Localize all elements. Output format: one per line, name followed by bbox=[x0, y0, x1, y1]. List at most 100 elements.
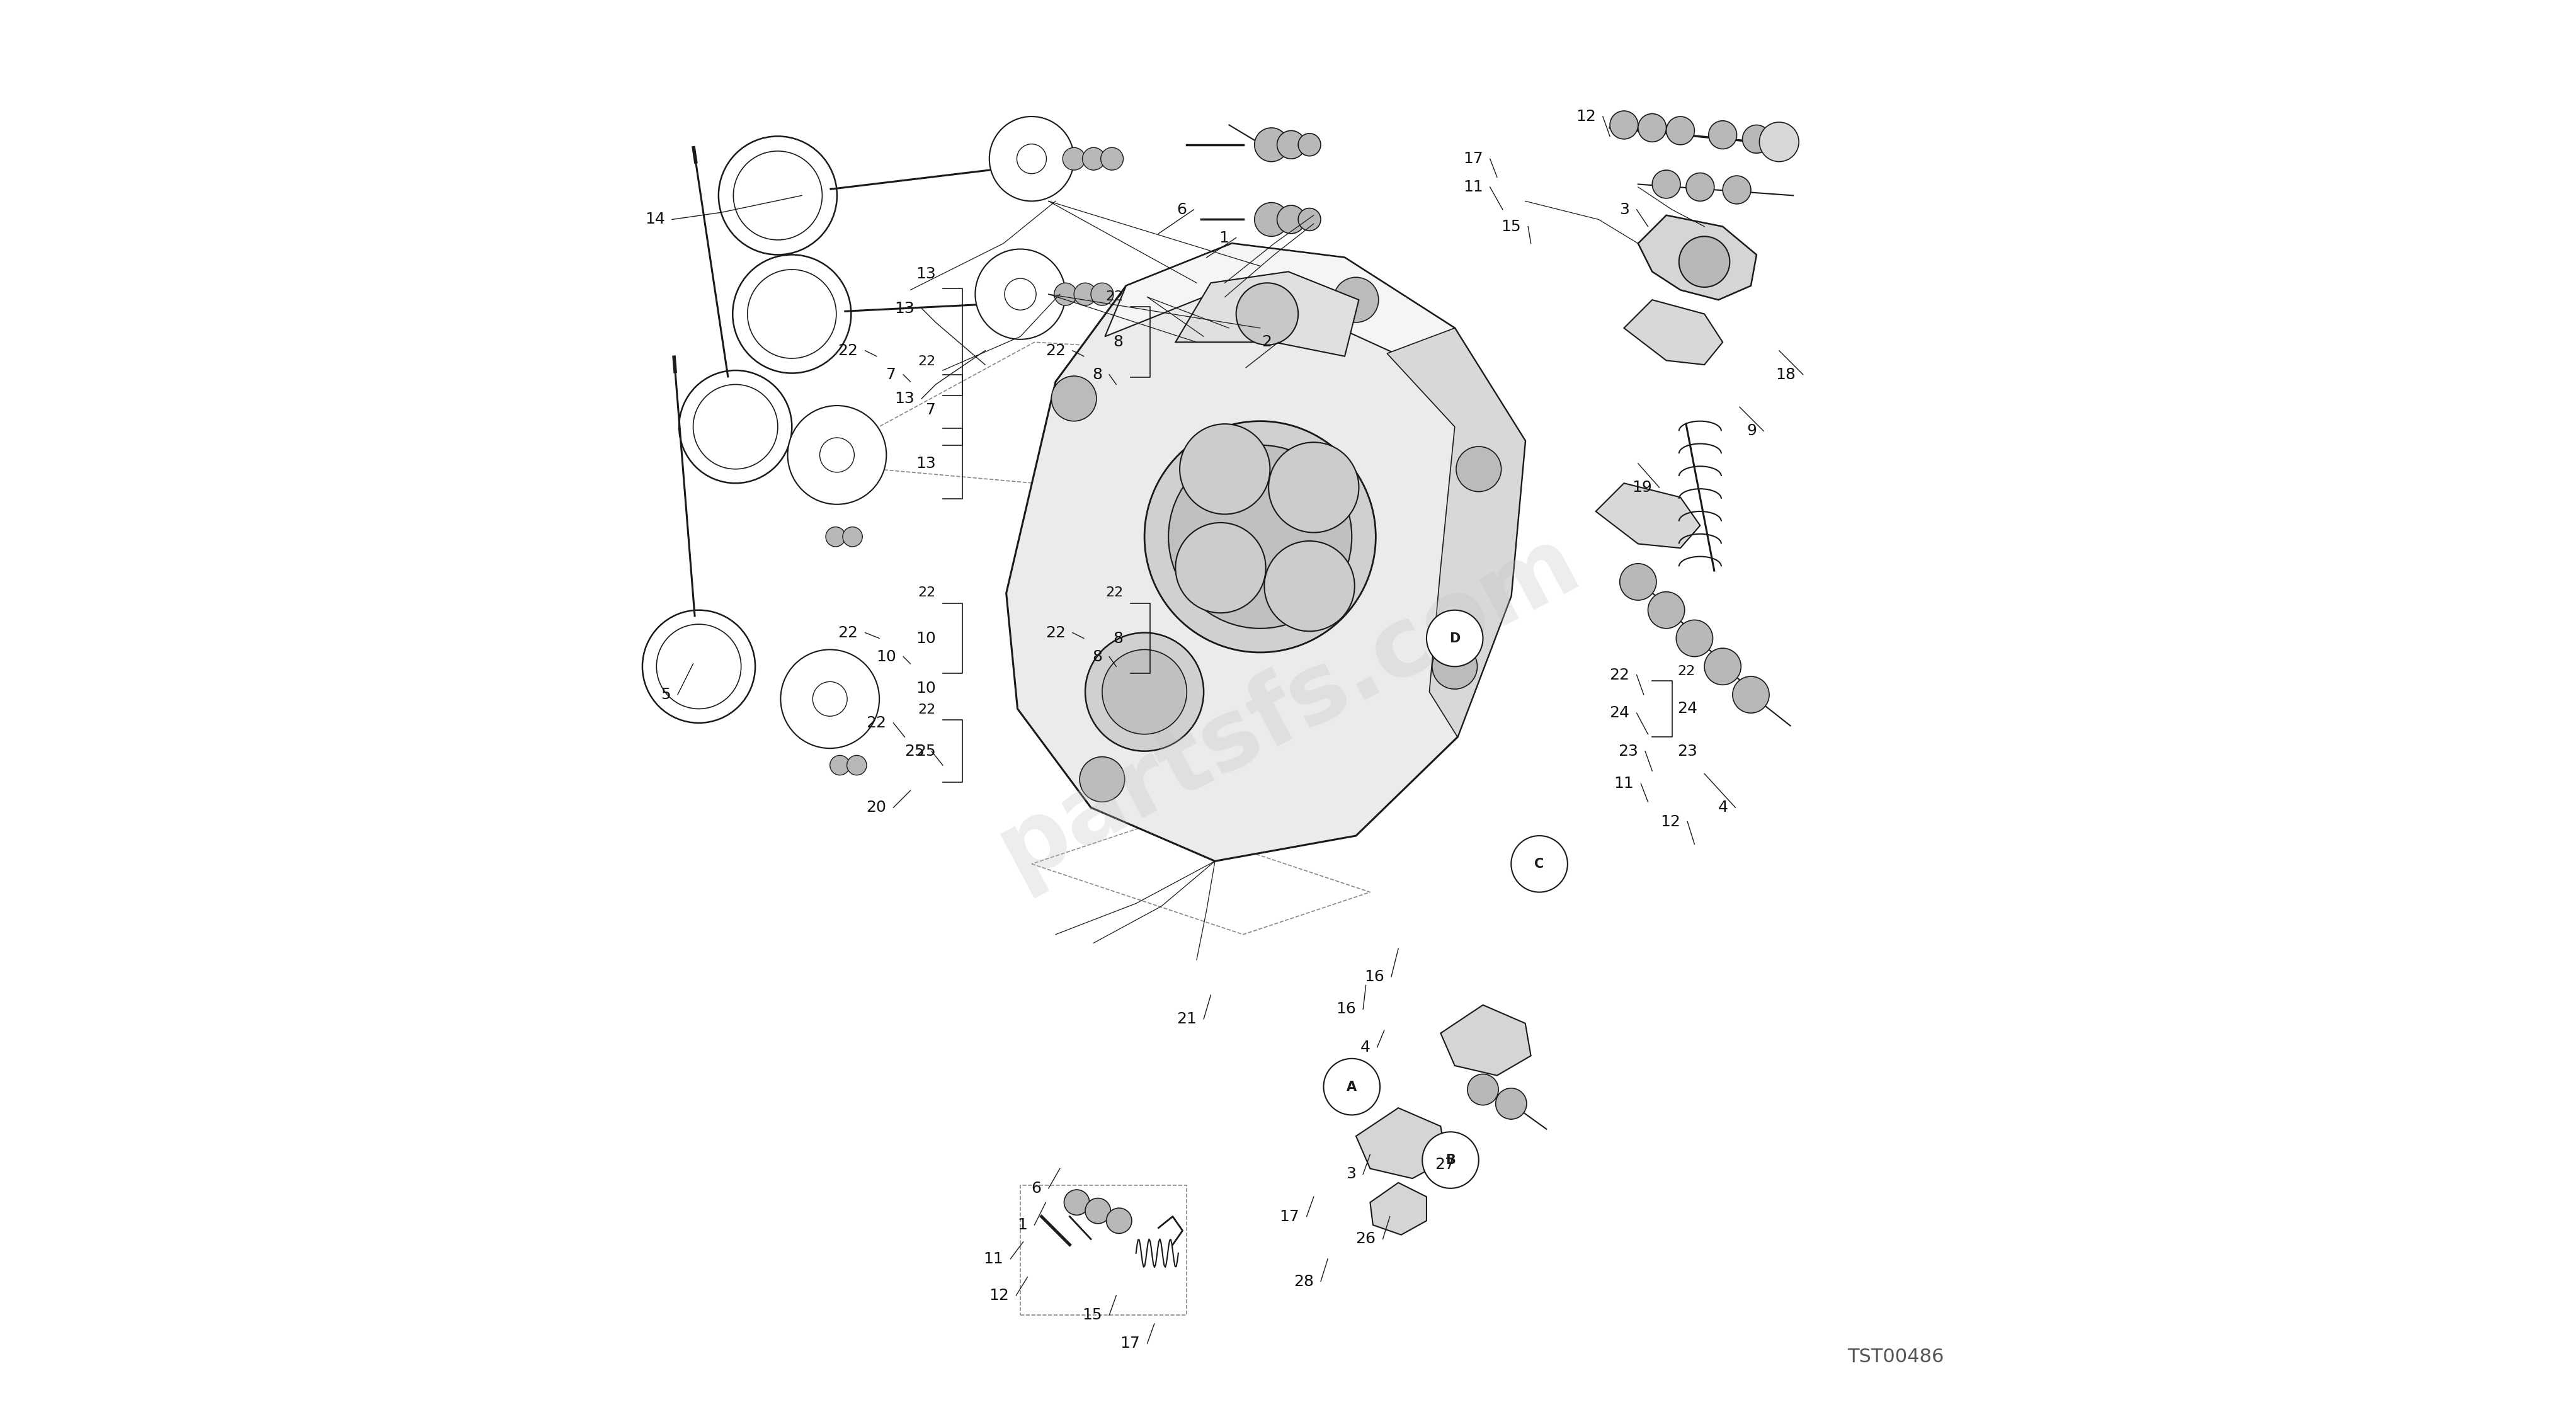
Text: 22: 22 bbox=[1046, 343, 1066, 359]
Circle shape bbox=[781, 650, 878, 748]
Circle shape bbox=[1468, 1075, 1499, 1106]
Circle shape bbox=[1180, 424, 1270, 514]
Text: TST00486: TST00486 bbox=[1847, 1347, 1945, 1365]
Text: 17: 17 bbox=[1280, 1209, 1298, 1224]
Text: 17: 17 bbox=[1463, 151, 1484, 167]
Text: 13: 13 bbox=[894, 301, 914, 316]
Circle shape bbox=[1723, 175, 1752, 203]
Text: 12: 12 bbox=[1577, 109, 1595, 124]
Text: 22: 22 bbox=[1046, 626, 1066, 640]
Circle shape bbox=[1703, 648, 1741, 685]
Text: 22: 22 bbox=[1610, 668, 1628, 682]
Circle shape bbox=[1100, 147, 1123, 169]
Text: 15: 15 bbox=[1502, 219, 1520, 234]
Text: 11: 11 bbox=[1613, 777, 1633, 791]
Circle shape bbox=[824, 527, 845, 546]
Circle shape bbox=[1054, 282, 1077, 305]
Circle shape bbox=[1064, 1190, 1090, 1216]
Text: 11: 11 bbox=[1463, 179, 1484, 195]
Circle shape bbox=[1236, 282, 1298, 345]
Circle shape bbox=[848, 755, 866, 775]
Circle shape bbox=[1759, 123, 1798, 161]
Circle shape bbox=[1741, 126, 1770, 152]
Polygon shape bbox=[1105, 243, 1455, 356]
Circle shape bbox=[1175, 522, 1265, 613]
Polygon shape bbox=[1386, 328, 1525, 737]
Circle shape bbox=[1278, 131, 1306, 158]
Text: 18: 18 bbox=[1775, 367, 1795, 383]
Circle shape bbox=[1324, 1059, 1381, 1115]
Text: 13: 13 bbox=[894, 391, 914, 407]
Polygon shape bbox=[1355, 1108, 1445, 1179]
Text: 16: 16 bbox=[1363, 969, 1383, 984]
Text: 16: 16 bbox=[1334, 1001, 1355, 1017]
Text: 8: 8 bbox=[1113, 631, 1123, 645]
Text: 20: 20 bbox=[866, 801, 886, 815]
Text: partsfs.com: partsfs.com bbox=[981, 514, 1595, 898]
Circle shape bbox=[1298, 208, 1321, 230]
Text: 24: 24 bbox=[1610, 706, 1628, 720]
Text: 10: 10 bbox=[914, 681, 935, 696]
Text: 23: 23 bbox=[1677, 744, 1698, 760]
Circle shape bbox=[680, 370, 791, 483]
Circle shape bbox=[788, 405, 886, 504]
Text: 7: 7 bbox=[925, 402, 935, 418]
Text: D: D bbox=[1448, 633, 1461, 645]
Circle shape bbox=[1298, 134, 1321, 155]
Text: 22: 22 bbox=[917, 586, 935, 599]
Circle shape bbox=[1084, 1199, 1110, 1224]
Text: 15: 15 bbox=[1082, 1308, 1103, 1323]
Text: 8: 8 bbox=[1092, 367, 1103, 383]
Text: 25: 25 bbox=[914, 744, 935, 758]
Text: 28: 28 bbox=[1293, 1274, 1314, 1289]
Text: 11: 11 bbox=[984, 1251, 1002, 1267]
Circle shape bbox=[1638, 114, 1667, 141]
Circle shape bbox=[1677, 620, 1713, 657]
Circle shape bbox=[1005, 278, 1036, 311]
Circle shape bbox=[1105, 1209, 1131, 1234]
Text: 12: 12 bbox=[989, 1288, 1010, 1303]
Text: 22: 22 bbox=[1677, 665, 1695, 678]
Circle shape bbox=[1455, 446, 1502, 491]
Circle shape bbox=[1265, 541, 1355, 631]
Text: 9: 9 bbox=[1747, 424, 1757, 439]
Text: 24: 24 bbox=[1677, 702, 1698, 716]
Text: 27: 27 bbox=[1435, 1156, 1455, 1172]
Text: C: C bbox=[1535, 857, 1543, 870]
Circle shape bbox=[1051, 376, 1097, 421]
Text: 22: 22 bbox=[1105, 586, 1123, 599]
Circle shape bbox=[1018, 144, 1046, 174]
Circle shape bbox=[1334, 277, 1378, 322]
Circle shape bbox=[989, 117, 1074, 201]
Text: 8: 8 bbox=[1113, 335, 1123, 350]
Circle shape bbox=[641, 610, 755, 723]
Circle shape bbox=[719, 137, 837, 254]
Circle shape bbox=[1255, 128, 1288, 161]
Text: 4: 4 bbox=[1360, 1039, 1370, 1055]
Circle shape bbox=[1267, 442, 1358, 532]
Text: 21: 21 bbox=[1177, 1011, 1195, 1027]
Text: 6: 6 bbox=[1177, 202, 1188, 217]
Polygon shape bbox=[1595, 483, 1700, 548]
Circle shape bbox=[1708, 121, 1736, 148]
Circle shape bbox=[819, 438, 855, 472]
Text: 3: 3 bbox=[1345, 1166, 1355, 1182]
Text: 6: 6 bbox=[1030, 1180, 1041, 1196]
Circle shape bbox=[1651, 169, 1680, 198]
Polygon shape bbox=[1175, 271, 1358, 356]
Text: 12: 12 bbox=[1659, 815, 1680, 829]
Text: 2: 2 bbox=[1262, 335, 1270, 350]
Text: 22: 22 bbox=[837, 626, 858, 640]
Circle shape bbox=[1680, 236, 1728, 287]
Circle shape bbox=[1082, 147, 1105, 169]
Text: 1: 1 bbox=[1018, 1217, 1028, 1233]
Polygon shape bbox=[1007, 243, 1525, 861]
Circle shape bbox=[1510, 836, 1566, 892]
Circle shape bbox=[1079, 757, 1126, 802]
Text: 8: 8 bbox=[1092, 650, 1103, 664]
Polygon shape bbox=[1623, 299, 1723, 364]
Circle shape bbox=[1620, 563, 1656, 600]
Circle shape bbox=[1667, 117, 1695, 144]
Circle shape bbox=[1084, 633, 1203, 751]
Text: 7: 7 bbox=[886, 367, 896, 383]
